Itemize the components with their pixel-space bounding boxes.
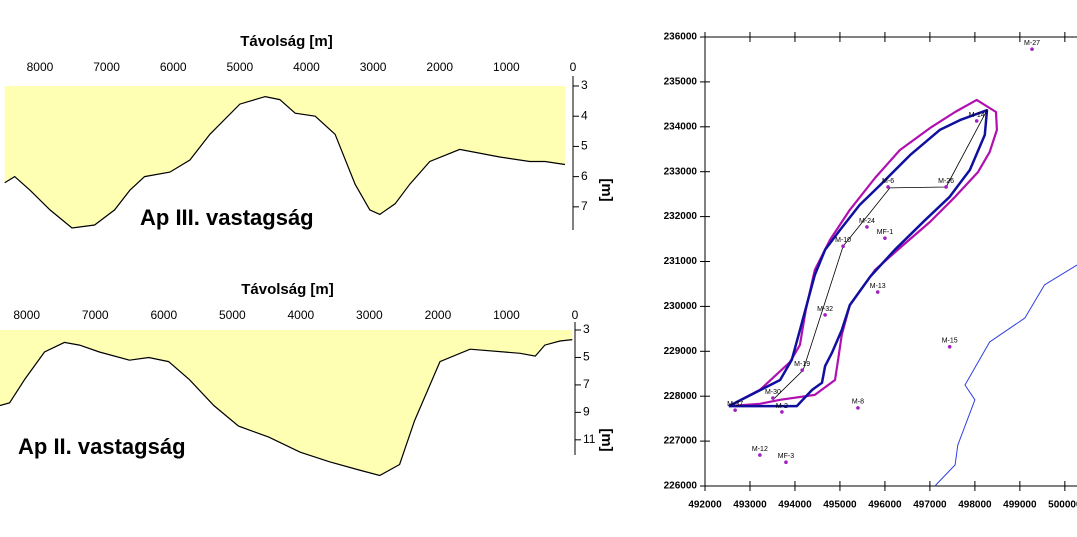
well-point <box>823 313 827 317</box>
y-tick-label: 226000 <box>664 481 698 492</box>
well-label: M-32 <box>817 306 833 313</box>
well-label: M-13 <box>870 283 886 290</box>
x-tick-label: 493000 <box>733 500 767 511</box>
x-tick-label: 8000 <box>13 308 40 322</box>
well-point <box>875 290 880 294</box>
y-tick-label: 6 <box>581 169 588 183</box>
y-tick-label: 7 <box>581 199 588 213</box>
y-tick-label: 5 <box>581 139 588 153</box>
x-tick-label: 3000 <box>360 60 387 74</box>
y-tick-label: 228000 <box>664 391 698 402</box>
profile-line <box>4 95 566 229</box>
well-label: M-27 <box>1024 40 1040 47</box>
x-axis-label: Távolság [m] <box>240 33 333 50</box>
x-tick-label: 497000 <box>913 500 947 511</box>
well-point <box>800 368 804 372</box>
y-tick-label: 235000 <box>664 77 698 88</box>
x-tick-label: 4000 <box>288 308 315 322</box>
well-label: M-12 <box>752 446 768 453</box>
well-point <box>944 185 948 189</box>
x-tick-label: 6000 <box>160 60 187 74</box>
well-point <box>947 345 952 349</box>
well-point <box>865 225 869 229</box>
x-tick-label: 495000 <box>823 500 857 511</box>
well-point <box>758 453 762 457</box>
well-point <box>780 410 784 414</box>
well-point <box>886 185 890 189</box>
annotation: Ap III. vastagság <box>140 205 314 230</box>
well-point <box>841 244 845 249</box>
y-tick-label: 7 <box>583 377 590 391</box>
well-label: M-8 <box>852 399 864 406</box>
well-label: M-10 <box>835 237 851 244</box>
x-tick-label: 7000 <box>82 308 109 322</box>
x-tick-label: 0 <box>572 308 579 322</box>
well-label: M-6 <box>882 178 894 185</box>
x-tick-label: 3000 <box>356 308 383 322</box>
y-tick-label: 3 <box>583 322 590 336</box>
area-fill <box>4 86 565 228</box>
y-tick-label: 234000 <box>664 121 698 132</box>
y-tick-label: 4 <box>581 108 588 122</box>
y-tick-label: 3 <box>581 78 588 92</box>
x-tick-label: 2000 <box>426 60 453 74</box>
x-tick-label: 499000 <box>1003 500 1037 511</box>
well-point <box>733 408 737 412</box>
map-line <box>728 98 999 408</box>
y-tick-label: 11 <box>583 432 596 446</box>
well-label: M-2 <box>776 403 788 410</box>
y-tick-label: 227000 <box>664 436 698 447</box>
well-point <box>974 119 979 123</box>
x-tick-label: 0 <box>570 60 577 74</box>
area-fill <box>0 330 573 476</box>
y-tick-label: 9 <box>583 405 590 419</box>
x-tick-label: 5000 <box>219 308 246 322</box>
well-point <box>856 406 860 410</box>
well-label: M-37 <box>727 401 743 408</box>
well-point <box>771 396 775 400</box>
well-point <box>784 460 788 465</box>
well-label: M-19 <box>794 361 810 368</box>
well-label: M-15 <box>942 338 958 345</box>
well-label: M-24 <box>859 218 875 225</box>
x-tick-label: 6000 <box>150 308 177 322</box>
well-label: MF-1 <box>877 229 893 236</box>
map-line <box>728 108 989 408</box>
y-tick-label: 236000 <box>664 32 698 43</box>
x-tick-label: 4000 <box>293 60 320 74</box>
y-axis-label: [m] <box>598 428 615 451</box>
y-tick-label: 232000 <box>664 211 698 222</box>
map-line <box>934 264 1077 487</box>
well-label: M-26 <box>938 178 954 185</box>
x-tick-label: 1000 <box>493 308 520 322</box>
x-tick-label: 496000 <box>868 500 902 511</box>
x-tick-label: 1000 <box>493 60 520 74</box>
map-line <box>772 110 988 401</box>
x-tick-label: 8000 <box>27 60 54 74</box>
well-point <box>1030 47 1034 51</box>
annotation: Ap II. vastagság <box>18 434 186 459</box>
x-tick-label: 5000 <box>227 60 254 74</box>
y-tick-label: 230000 <box>664 301 698 312</box>
x-tick-label: 494000 <box>778 500 812 511</box>
x-tick-label: 492000 <box>688 500 722 511</box>
well-label: M-14 <box>969 112 985 119</box>
x-tick-label: 7000 <box>93 60 120 74</box>
profile-line <box>0 339 573 477</box>
well-point <box>883 236 887 240</box>
x-tick-label: 2000 <box>425 308 452 322</box>
y-tick-label: 231000 <box>664 256 698 267</box>
well-label: MF-3 <box>778 453 794 460</box>
x-tick-label: 498000 <box>958 500 992 511</box>
well-label: M-30 <box>765 389 781 396</box>
y-tick-label: 229000 <box>664 346 698 357</box>
y-tick-label: 5 <box>583 350 590 364</box>
y-tick-label: 233000 <box>664 166 698 177</box>
x-axis-label: Távolság [m] <box>241 281 334 298</box>
x-tick-label: 500000 <box>1048 500 1077 511</box>
y-axis-label: [m] <box>598 178 615 201</box>
